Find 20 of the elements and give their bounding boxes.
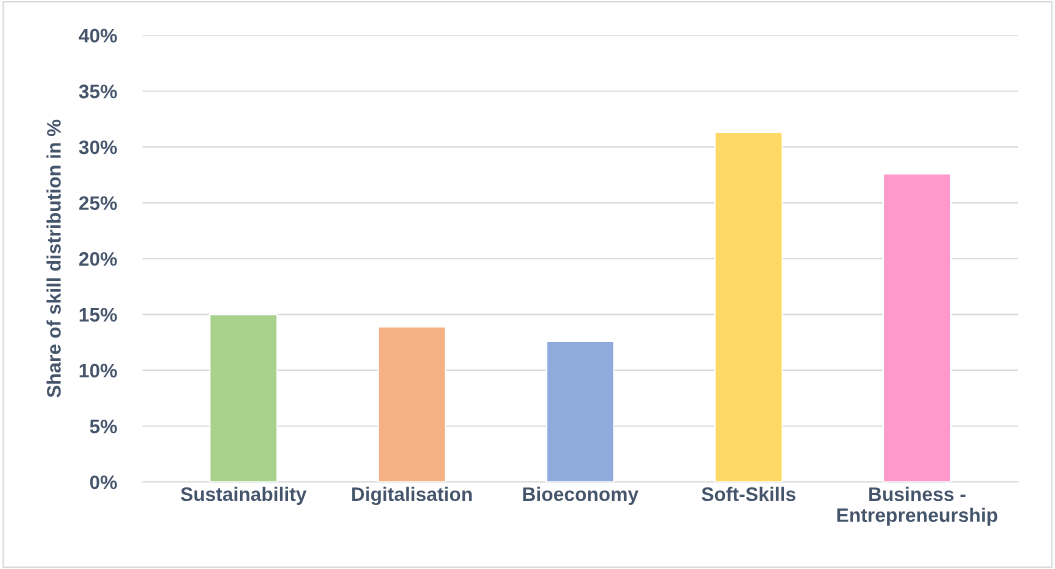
- y-tick-label: 20%: [79, 252, 117, 266]
- y-tick-label: 25%: [79, 196, 117, 211]
- y-tick-label: 10%: [79, 363, 117, 378]
- y-tick-label: 15%: [79, 307, 117, 322]
- bar: [545, 340, 615, 482]
- y-tick-label: 0%: [90, 475, 117, 490]
- y-tick-label: 30%: [78, 140, 117, 155]
- y-axis-title: Share of skill distribution in %: [46, 119, 61, 398]
- bar: [714, 131, 784, 482]
- x-tick-label: Digitalisation: [352, 486, 472, 506]
- x-tick-label: Sustainability: [180, 486, 307, 505]
- bar: [377, 326, 447, 482]
- x-tick-label: Bioeconomy: [523, 486, 639, 505]
- y-tick-label: 35%: [78, 84, 117, 99]
- bar: [209, 313, 278, 482]
- x-tick-label: Business - Entrepreneurship: [837, 486, 998, 526]
- y-tick-label: 5%: [89, 419, 117, 434]
- y-tick-label: 40%: [78, 28, 117, 43]
- x-tick-label: Soft-Skills: [701, 486, 796, 502]
- bar: [882, 173, 952, 482]
